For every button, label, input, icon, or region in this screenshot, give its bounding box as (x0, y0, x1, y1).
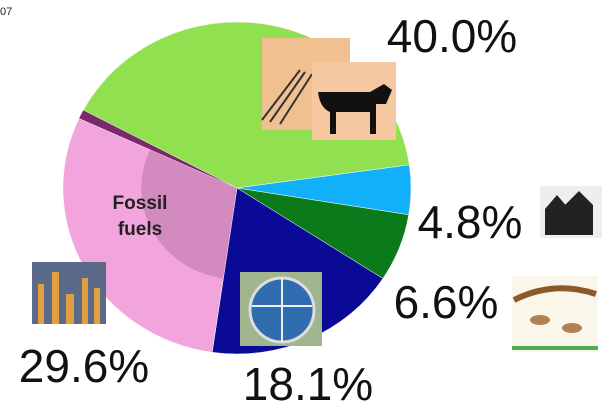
refinery-icon (32, 262, 106, 324)
houses-icon (540, 186, 602, 238)
value-label: 40.0% (387, 10, 517, 62)
treatment-icon (240, 272, 322, 346)
annotation: Fossil (113, 193, 168, 214)
slice-shade (141, 149, 237, 279)
value-label: 6.6% (394, 276, 499, 328)
landfill-icon (512, 276, 598, 352)
corner-text: 07 (0, 6, 12, 18)
value-label: 18.1% (243, 358, 373, 410)
farm-icon (261, 38, 396, 140)
annotation: fuels (118, 219, 162, 240)
value-label: 29.6% (19, 340, 149, 392)
value-label: 4.8% (418, 196, 523, 248)
